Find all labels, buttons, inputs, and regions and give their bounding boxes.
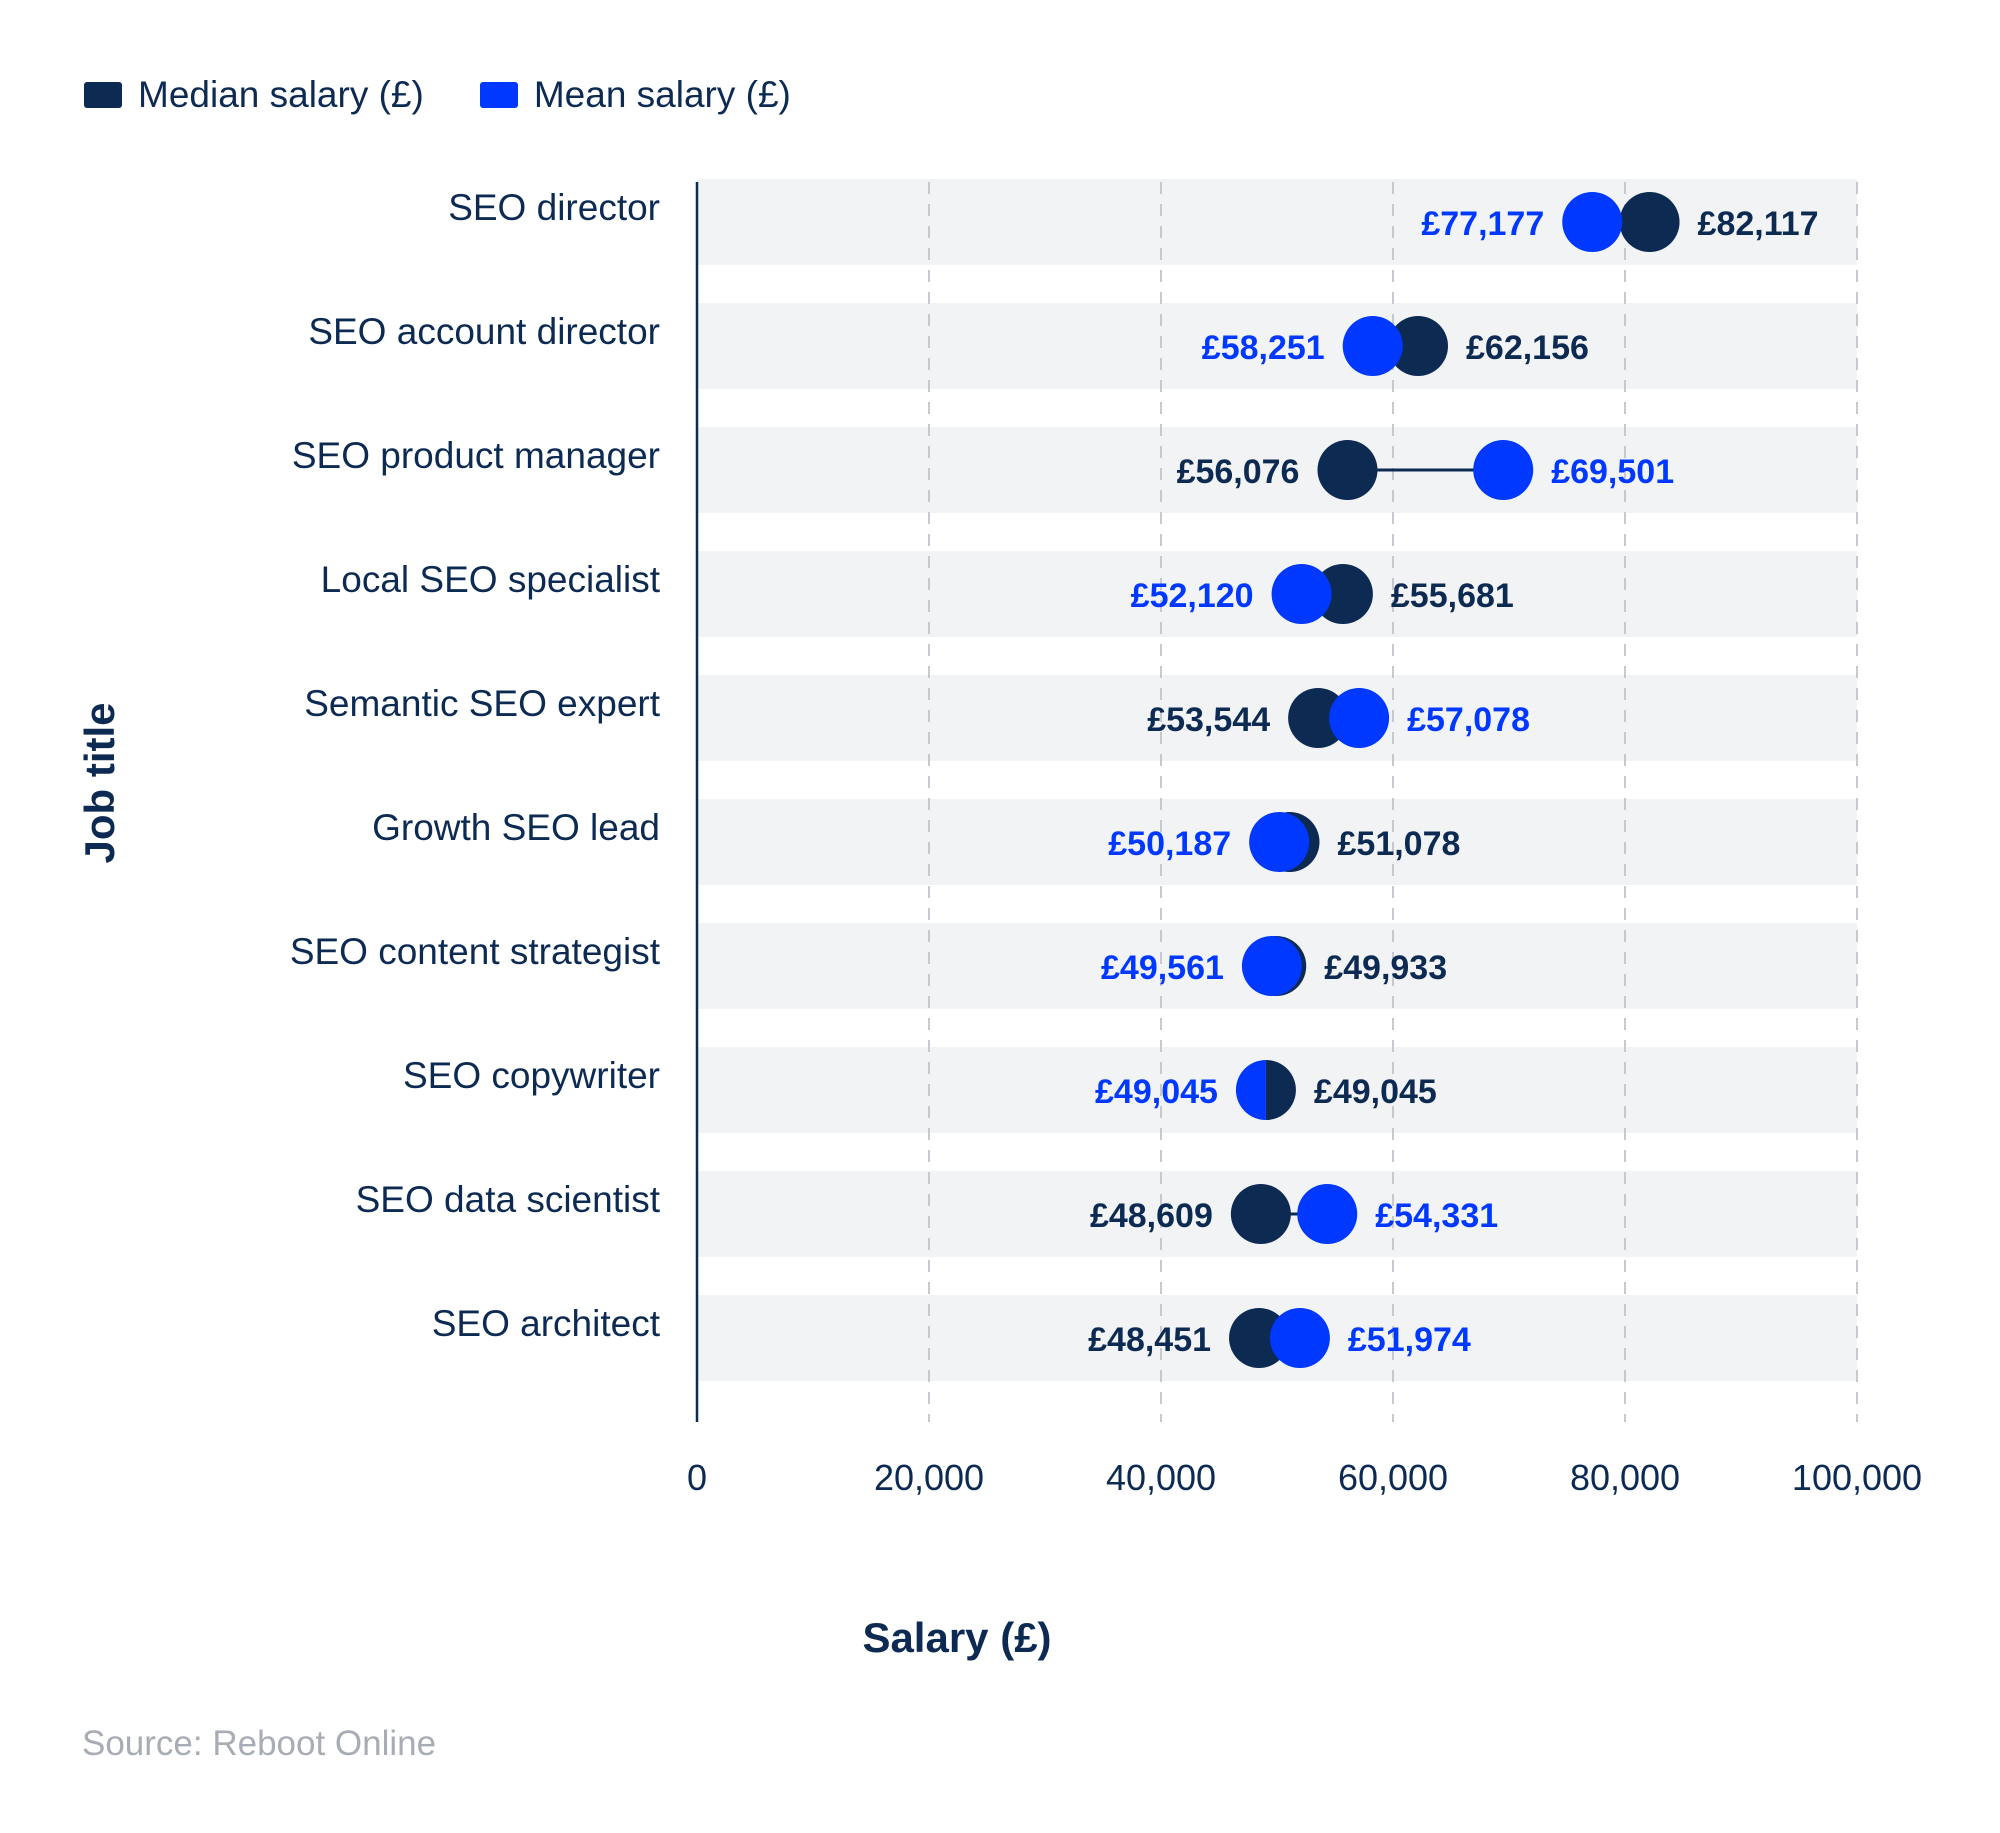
category-label: SEO architect bbox=[432, 1303, 661, 1344]
median-value-label: £48,609 bbox=[1090, 1197, 1213, 1235]
x-tick-label: 100,000 bbox=[1792, 1457, 1922, 1498]
median-value-label: £49,933 bbox=[1324, 949, 1447, 987]
mean-dot bbox=[1249, 812, 1310, 872]
median-dot bbox=[1265, 1060, 1296, 1120]
chart-row: SEO account director £62,156 £58,251 bbox=[308, 311, 1589, 376]
chart-row: SEO content strategist £49,933 £49,561 bbox=[290, 931, 1447, 996]
category-label: SEO content strategist bbox=[290, 931, 661, 972]
mean-dot bbox=[1241, 936, 1302, 996]
source-note: Source: Reboot Online bbox=[82, 1724, 437, 1763]
chart-row: SEO director £82,117 £77,177 bbox=[448, 187, 1819, 252]
x-tick-label: 60,000 bbox=[1338, 1457, 1448, 1498]
x-axis-title: Salary (£) bbox=[862, 1614, 1051, 1661]
median-dot bbox=[1388, 316, 1449, 376]
category-label: SEO director bbox=[448, 187, 660, 228]
legend-item-median: Median salary (£) bbox=[84, 74, 424, 116]
mean-value-label: £69,501 bbox=[1551, 453, 1674, 491]
chart-row: SEO product manager £56,076 £69,501 bbox=[292, 435, 1674, 500]
mean-value-label: £57,078 bbox=[1407, 701, 1530, 739]
mean-dot bbox=[1235, 1060, 1266, 1120]
legend-swatch-mean bbox=[479, 82, 518, 108]
category-label: SEO data scientist bbox=[356, 1179, 661, 1220]
median-value-label: £62,156 bbox=[1466, 329, 1589, 367]
category-label: SEO product manager bbox=[292, 435, 660, 476]
x-tick-label: 40,000 bbox=[1106, 1457, 1216, 1498]
x-tick-label: 20,000 bbox=[874, 1457, 984, 1498]
mean-value-label: £58,251 bbox=[1202, 329, 1325, 367]
mean-dot bbox=[1297, 1184, 1358, 1244]
category-label: SEO copywriter bbox=[403, 1055, 660, 1096]
mean-dot bbox=[1342, 316, 1403, 376]
chart-row: SEO copywriter £49,045 £49,045 bbox=[403, 1055, 1437, 1120]
mean-dot bbox=[1329, 688, 1390, 748]
category-label: SEO account director bbox=[308, 311, 660, 352]
median-value-label: £82,117 bbox=[1698, 205, 1819, 243]
mean-dot bbox=[1473, 440, 1534, 500]
chart-row: Local SEO specialist £55,681 £52,120 bbox=[321, 559, 1514, 624]
chart-row: Growth SEO lead £51,078 £50,187 bbox=[372, 807, 1460, 872]
mean-value-label: £77,177 bbox=[1421, 205, 1544, 243]
x-tick-label: 0 bbox=[687, 1457, 707, 1498]
median-value-label: £56,076 bbox=[1177, 453, 1300, 491]
row-band bbox=[697, 675, 1857, 761]
x-tick-label: 80,000 bbox=[1570, 1457, 1680, 1498]
mean-value-label: £50,187 bbox=[1108, 825, 1231, 863]
mean-value-label: £49,045 bbox=[1095, 1073, 1218, 1111]
category-label: Growth SEO lead bbox=[372, 807, 660, 848]
mean-dot bbox=[1562, 192, 1623, 252]
mean-value-label: £52,120 bbox=[1131, 577, 1254, 615]
mean-dot bbox=[1271, 564, 1332, 624]
mean-value-label: £51,974 bbox=[1348, 1321, 1471, 1359]
y-axis-title: Job title bbox=[76, 702, 123, 863]
category-label: Local SEO specialist bbox=[321, 559, 661, 600]
median-value-label: £48,451 bbox=[1088, 1321, 1211, 1359]
legend-swatch-median bbox=[84, 82, 122, 108]
median-dot bbox=[1230, 1184, 1291, 1244]
row-band bbox=[697, 303, 1857, 389]
mean-value-label: £54,331 bbox=[1375, 1197, 1498, 1235]
legend-label-median: Median salary (£) bbox=[138, 74, 424, 115]
row-band bbox=[697, 179, 1857, 265]
chart-row: Semantic SEO expert £53,544 £57,078 bbox=[304, 683, 1530, 748]
chart-row: SEO data scientist £48,609 £54,331 bbox=[356, 1179, 1498, 1244]
median-dot bbox=[1312, 564, 1373, 624]
legend-item-mean: Mean salary (£) bbox=[479, 74, 791, 116]
median-value-label: £51,078 bbox=[1338, 825, 1461, 863]
legend: Median salary (£) Mean salary (£) bbox=[84, 74, 847, 116]
median-dot bbox=[1317, 440, 1378, 500]
mean-dot bbox=[1269, 1308, 1330, 1368]
median-value-label: £49,045 bbox=[1314, 1073, 1437, 1111]
median-value-label: £55,681 bbox=[1391, 577, 1514, 615]
median-value-label: £53,544 bbox=[1147, 701, 1270, 739]
category-label: Semantic SEO expert bbox=[304, 683, 660, 724]
median-dot bbox=[1619, 192, 1680, 252]
median-dot bbox=[1288, 688, 1349, 748]
legend-label-mean: Mean salary (£) bbox=[533, 74, 791, 115]
row-band bbox=[697, 427, 1857, 513]
mean-value-label: £49,561 bbox=[1101, 949, 1224, 987]
chart-row: SEO architect £48,451 £51,974 bbox=[432, 1303, 1471, 1368]
